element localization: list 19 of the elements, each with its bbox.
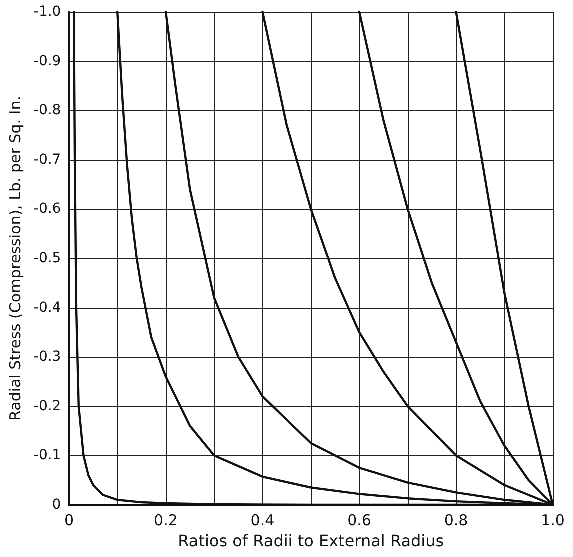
y-tick-label: -0.6 bbox=[34, 201, 62, 218]
x-tick-label: 0.4 bbox=[250, 512, 275, 530]
y-tick-label: -0.1 bbox=[34, 448, 62, 464]
y-axis-title: Radial Stress (Compression), Lb. per Sq. In. bbox=[6, 96, 24, 421]
x-tick-label: 0.6 bbox=[348, 512, 372, 530]
y-tick-label: -0.8 bbox=[34, 102, 62, 119]
x-tick-label: 0 bbox=[64, 512, 74, 530]
x-tick-label: 0.8 bbox=[444, 512, 468, 530]
y-tick-label: -0.3 bbox=[34, 349, 62, 366]
x-tick-label: 1.0 bbox=[541, 512, 565, 530]
y-tick-label: -0.5 bbox=[34, 250, 62, 266]
y-tick-label: -0.9 bbox=[34, 53, 62, 70]
y-tick-label: 0 bbox=[52, 497, 62, 513]
y-tick-label: -1.0 bbox=[34, 4, 62, 20]
x-axis-title: Ratios of Radii to External Radius bbox=[178, 532, 444, 550]
y-tick-label: -0.2 bbox=[34, 398, 62, 414]
text: 0.2 bbox=[154, 512, 178, 530]
y-tick-label: -0.7 bbox=[34, 152, 62, 168]
y-tick-label: -0.4 bbox=[34, 300, 62, 316]
